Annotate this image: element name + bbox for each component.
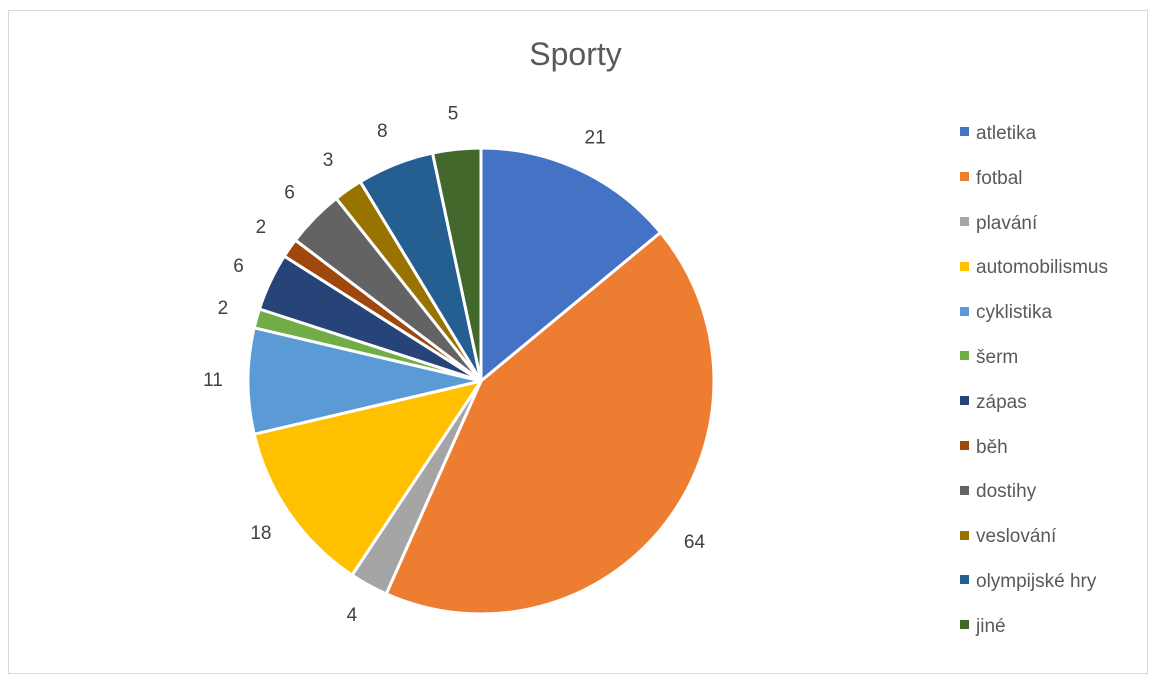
legend-swatch xyxy=(960,396,969,406)
legend-label: atletika xyxy=(976,123,1037,144)
legend-swatch xyxy=(960,127,969,137)
data-label-10: 3 xyxy=(323,150,334,171)
legend-item: cyklistika xyxy=(960,291,1145,336)
legend-swatch xyxy=(960,172,969,182)
legend-label: šerm xyxy=(976,346,1019,368)
legend-swatch xyxy=(960,620,969,630)
legend-item: plavání xyxy=(960,202,1145,247)
data-label-8: 2 xyxy=(256,217,267,238)
pie-slice-2 xyxy=(384,230,716,616)
legend-item: dostihy xyxy=(960,470,1145,515)
data-label-7: 6 xyxy=(233,256,244,277)
data-label-2: 64 xyxy=(684,532,706,553)
legend-item: atletika xyxy=(960,112,1145,157)
legend-swatch xyxy=(960,575,969,585)
legend-label: běh xyxy=(976,436,1008,458)
legend-label: veslování xyxy=(976,526,1057,548)
legend-label: dostihy xyxy=(976,481,1037,503)
legend-label: cyklistika xyxy=(976,302,1053,324)
legend-item: šerm xyxy=(960,336,1145,381)
legend-label: automobilismus xyxy=(976,257,1108,279)
legend-item: běh xyxy=(960,426,1145,471)
legend-swatch xyxy=(960,261,969,271)
legend-swatch xyxy=(960,351,969,361)
data-label-11: 8 xyxy=(377,121,388,142)
legend-swatch xyxy=(960,441,969,451)
data-label-3: 4 xyxy=(347,605,358,626)
data-label-6: 2 xyxy=(218,298,229,319)
data-label-4: 18 xyxy=(250,523,271,544)
legend-swatch xyxy=(960,530,969,540)
legend-item: veslování xyxy=(960,515,1145,560)
legend-label: plavání xyxy=(976,212,1038,234)
legend-label: zápas xyxy=(976,391,1027,413)
data-label-1: 21 xyxy=(585,128,606,149)
legend-item: automobilismus xyxy=(960,246,1145,291)
legend-swatch xyxy=(960,306,969,316)
data-label-12: 5 xyxy=(448,103,459,124)
legend-label: olympijské hry xyxy=(976,570,1097,592)
legend-swatch xyxy=(960,217,969,227)
legend-item: fotbal xyxy=(960,157,1145,202)
legend-item: zápas xyxy=(960,381,1145,426)
data-label-5: 11 xyxy=(203,370,223,391)
legend-item: olympijské hry xyxy=(960,560,1145,605)
pie-slice-1 xyxy=(479,146,663,383)
pie-slice-4 xyxy=(252,379,483,577)
legend-label: jiné xyxy=(976,615,1006,637)
legend: atletika fotbal plavání automobilismus cykli… xyxy=(960,112,1145,650)
pie-slice-5 xyxy=(246,326,483,436)
legend-item: jiné xyxy=(960,605,1145,650)
data-label-9: 6 xyxy=(284,183,295,204)
legend-swatch xyxy=(960,485,969,495)
legend-label: fotbal xyxy=(976,167,1023,189)
chart-title: Sporty xyxy=(529,36,622,72)
pie-slice-12 xyxy=(431,146,483,383)
